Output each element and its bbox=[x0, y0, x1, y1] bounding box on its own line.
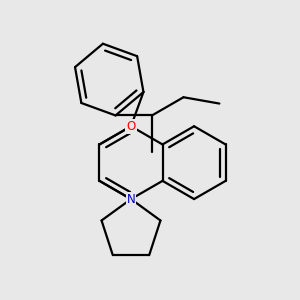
Text: N: N bbox=[127, 193, 135, 206]
Text: N: N bbox=[127, 120, 135, 133]
Text: O: O bbox=[126, 120, 136, 133]
Text: N: N bbox=[127, 193, 135, 206]
